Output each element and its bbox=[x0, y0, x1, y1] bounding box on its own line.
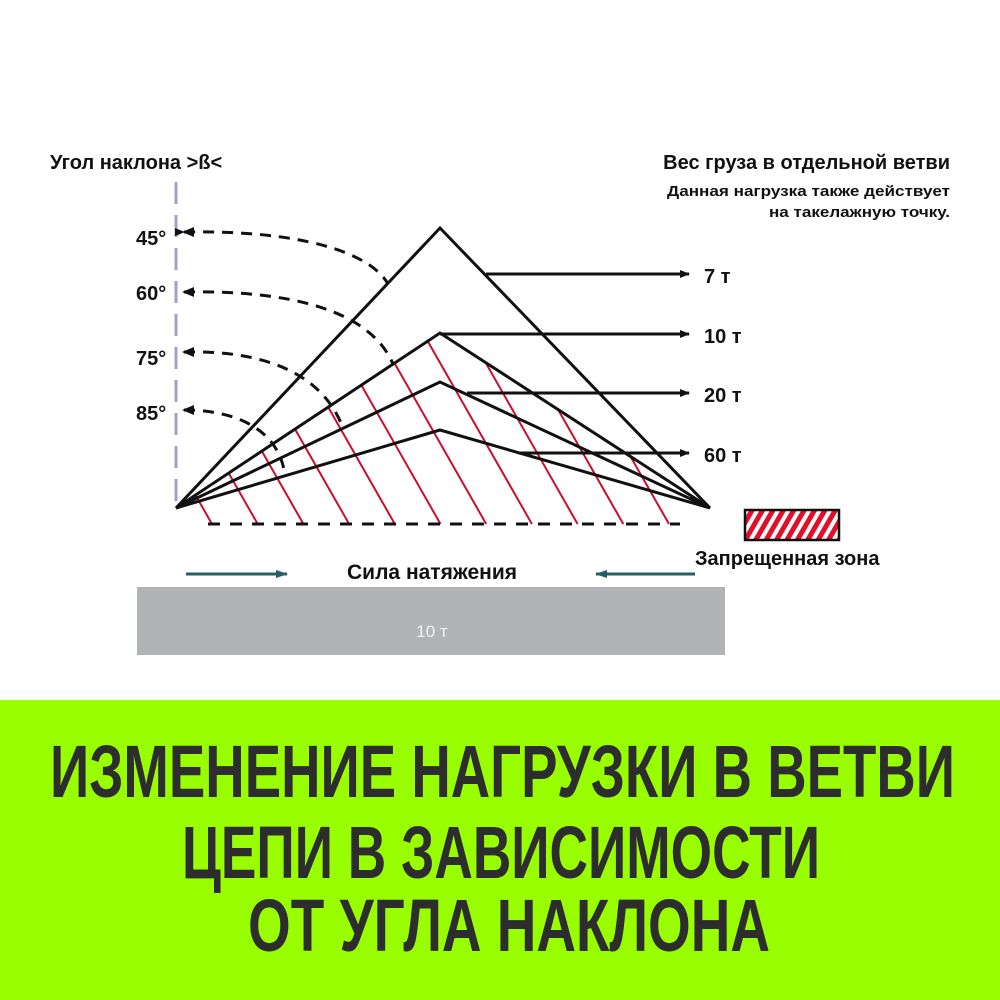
branch-line-7t bbox=[174, 225, 712, 510]
load-label-7t: 7 т bbox=[704, 266, 731, 288]
arrowhead-icon bbox=[182, 347, 194, 357]
load-box-label: 10 т bbox=[416, 622, 448, 641]
title-banner bbox=[0, 700, 1000, 1000]
left-heading: Угол наклона >ß< bbox=[50, 152, 222, 174]
forbidden-zone-label: Запрещенная зона bbox=[695, 548, 880, 570]
load-label-10t: 10 т bbox=[704, 326, 742, 348]
load-label-20t: 20 т bbox=[704, 385, 742, 407]
forbidden-zone-swatch bbox=[743, 508, 841, 542]
hatch-line bbox=[393, 362, 488, 525]
angle-label-45: 45° bbox=[136, 228, 166, 250]
branch-line-60t bbox=[175, 428, 711, 510]
banner-title-line-2: ЦЕПИ В ЗАВИСИМОСТИ bbox=[182, 811, 820, 894]
angle-label-75: 75° bbox=[136, 348, 166, 370]
load-box bbox=[137, 587, 725, 655]
hatch-line bbox=[426, 340, 533, 525]
hatch-line bbox=[484, 362, 579, 525]
arrowhead-icon bbox=[182, 287, 194, 297]
angle-arc-60 bbox=[183, 290, 395, 365]
hatch-line bbox=[327, 406, 396, 525]
angle-arc-75 bbox=[183, 350, 345, 429]
branch-line-20t bbox=[175, 380, 711, 510]
hatch-line bbox=[294, 428, 350, 525]
right-note-line-2: на такелажную точку. bbox=[769, 204, 950, 221]
angle-arc-85 bbox=[183, 408, 287, 477]
arrowhead-icon bbox=[182, 227, 194, 237]
right-note-line-1: Данная нагрузка также действует bbox=[667, 183, 950, 200]
banner-title-line-3: ОТ УГЛА НАКЛОНА bbox=[248, 884, 770, 967]
arrowhead-icon bbox=[182, 405, 194, 415]
right-heading: Вес груза в отдельной ветви bbox=[663, 152, 950, 174]
hatch-line bbox=[360, 384, 442, 525]
banner-title-line-1: ИЗМЕНЕНИЕ НАГРУЗКИ В ВЕТВИ bbox=[50, 730, 955, 813]
angle-label-85: 85° bbox=[136, 403, 166, 425]
load-label-60t: 60 т bbox=[704, 445, 742, 467]
hatch-line bbox=[557, 409, 625, 525]
tension-label: Сила натяжения bbox=[347, 561, 517, 584]
angle-label-60: 60° bbox=[136, 283, 166, 305]
angle-arc-45 bbox=[174, 228, 390, 285]
branch-line-10t bbox=[175, 331, 711, 510]
